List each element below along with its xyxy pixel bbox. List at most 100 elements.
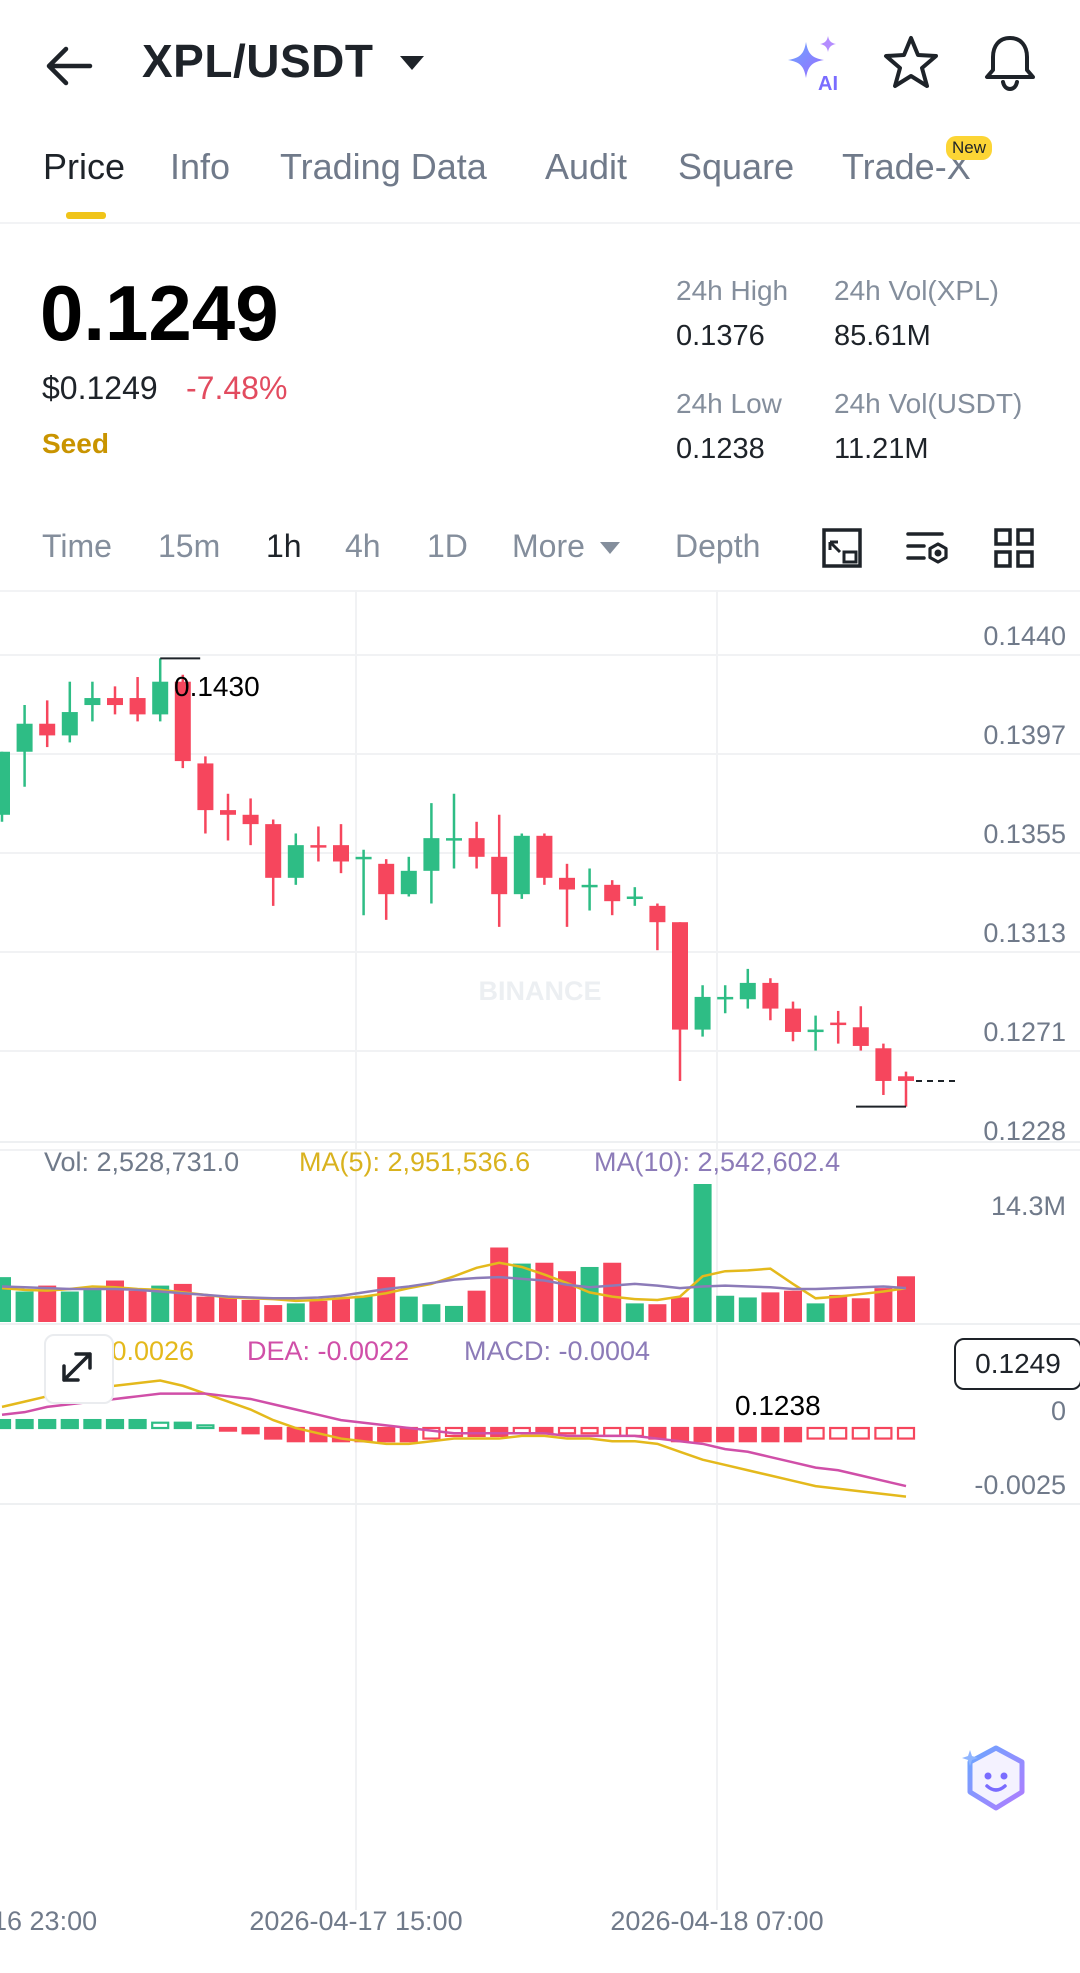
bell-icon[interactable] [978,30,1042,94]
macd-histogram-bar [467,1426,486,1438]
volume-bar [241,1299,260,1322]
price-axis-label: 0.1355 [983,819,1066,849]
indicator-settings-icon[interactable] [902,522,954,574]
expand-chart-icon[interactable] [44,1334,114,1404]
tab-price[interactable]: Price [43,146,126,187]
volume-bar [332,1298,350,1322]
volume-bar [806,1303,825,1322]
candle-body [197,763,214,811]
volume-bar [829,1294,848,1322]
candle-body [626,896,643,900]
interval-bar: Time 15m 1h 4h 1D More Depth [0,510,1080,592]
volume-bar [784,1290,802,1322]
assistant-bot-icon[interactable] [956,1740,1036,1820]
low-value: 0.1238 [676,433,765,465]
volume-legend: Vol: 2,528,731.0 [44,1147,239,1177]
macd-histogram-bar [196,1424,215,1430]
volume-bar [354,1295,373,1322]
back-arrow-icon[interactable] [40,36,100,96]
chart-canvas[interactable]: 0.14400.13970.13550.13130.12710.1228BINA… [0,590,1080,1973]
candle-body [84,698,101,706]
dif-line [1,1379,907,1498]
candle-body [694,996,711,1030]
chart-area[interactable]: 0.1440 0.1397 0.1355 0.1313 0.1271 0.1228 BINA… [0,590,1080,1973]
volume-axis-label: 14.3M [991,1191,1066,1221]
depth-tab[interactable]: Depth [675,528,761,564]
interval-time[interactable]: Time [42,528,112,564]
candle-body [310,845,327,848]
candle-body [672,922,688,1030]
volume-bar [0,1277,11,1322]
interval-4h[interactable]: 4h [345,528,381,564]
vol-quote-value: 11.21M [834,433,929,465]
vol-base-value: 85.61M [834,320,931,352]
dea-legend: DEA: -0.0022 [247,1336,409,1366]
tab-trading-data[interactable]: Trading Data [280,146,487,187]
candle-body [852,1027,869,1046]
candle-body [762,982,779,1009]
volume-bar [490,1247,509,1322]
svg-text:AI: AI [818,73,838,95]
volume-bar [60,1291,79,1322]
volume-bar [716,1295,735,1322]
vol-base-label: 24h Vol(XPL) [834,275,999,306]
volume-bar [38,1285,57,1322]
tab-audit[interactable]: Audit [545,146,628,187]
candle-body [559,877,575,890]
candle-body [739,982,756,1000]
price-axis-label: 0.1271 [983,1017,1066,1047]
volume-bar [738,1297,757,1322]
macd-histogram-bar [0,1418,12,1430]
ai-sparkle-icon[interactable]: AI [782,30,848,96]
candle-body [174,681,191,762]
macd-histogram-bar [241,1426,260,1435]
high-label: 24h High [676,275,789,306]
macd-histogram-bar [264,1426,283,1440]
candle-body [604,884,621,902]
macd-histogram-bar [738,1426,757,1443]
macd-histogram-bar [761,1426,780,1443]
chart-type-icon[interactable] [816,522,868,574]
macd-histogram-bar [783,1426,803,1443]
header-bar: XPL/USDT AI [0,0,1080,130]
macd-axis-label: -0.0025 [974,1470,1066,1500]
low-marker-label: 0.1238 [735,1390,821,1421]
caret-down-icon[interactable] [398,54,426,79]
candle-body [61,712,78,736]
candle-body [581,884,598,888]
tab-info[interactable]: Info [170,146,231,187]
interval-1d[interactable]: 1D [427,528,468,564]
last-price-tag: 0.1249 [954,1338,1080,1390]
more-caret-icon[interactable] [599,540,621,561]
volume-bar [128,1290,147,1322]
interval-more[interactable]: More [512,528,585,564]
time-axis-label: 2026-04-18 07:00 [610,1906,823,1936]
interval-1h[interactable]: 1h [266,528,302,564]
volume-bar [512,1263,531,1322]
candle-body [898,1076,914,1081]
candle-body [265,824,282,878]
tab-square[interactable]: Square [678,146,795,187]
candle-body [333,845,349,862]
candle-body [355,856,372,860]
macd-histogram-bar [896,1426,916,1440]
macd-histogram-bar [15,1418,34,1430]
volume-bar [445,1305,463,1322]
price-axis-label: 0.1440 [983,621,1066,651]
volume-bar [173,1283,192,1322]
seed-tag[interactable]: Seed [42,428,109,459]
macd-axis-label: 0 [1051,1396,1066,1426]
macd-histogram-bar [151,1421,170,1430]
pair-title[interactable]: XPL/USDT [142,35,374,87]
volume-bar [761,1292,780,1322]
volume-bar [219,1296,237,1322]
candle-body [16,723,33,752]
vol-ma10-line [1,1275,907,1300]
last-price: 0.1249 [40,269,279,357]
grid-layout-icon[interactable] [988,522,1040,574]
volume-bar [196,1296,215,1322]
interval-15m[interactable]: 15m [158,528,221,564]
high-value: 0.1376 [676,320,765,352]
macd-legend: MACD: -0.0004 [464,1336,650,1366]
star-icon[interactable] [880,32,942,94]
